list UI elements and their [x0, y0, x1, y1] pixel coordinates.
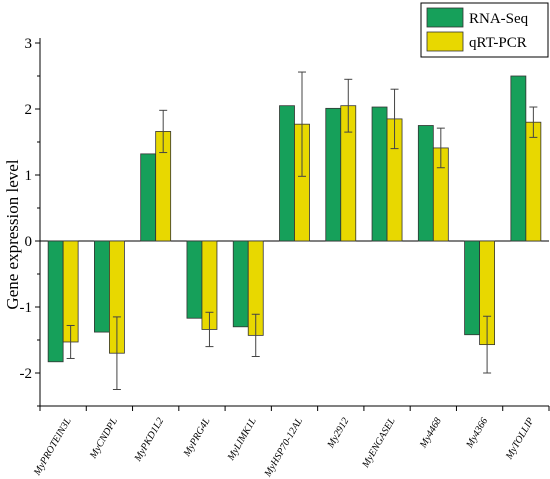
- legend-swatch: [426, 7, 464, 28]
- legend-label: RNA-Seq: [469, 11, 529, 27]
- x-tick-label: MyPKD1L2: [132, 416, 166, 464]
- x-tick-label: My4366: [464, 416, 490, 451]
- error-bars: [66, 71, 538, 390]
- bar-rna-seq: [94, 240, 110, 333]
- bar-rna-seq: [279, 105, 295, 242]
- y-tick-label: 3: [25, 36, 33, 52]
- bar-qrt-pcr: [525, 121, 542, 242]
- x-tick-label: MyTOLLIP: [503, 416, 536, 462]
- legend-label: qRT-PCR: [469, 35, 527, 51]
- x-tick-label: MyPROTEIN3L: [31, 416, 73, 479]
- bar-rna-seq: [47, 240, 64, 363]
- x-tick-label: My2912: [325, 416, 351, 451]
- y-tick-label: 0: [25, 234, 33, 250]
- bar-rna-seq: [371, 106, 388, 242]
- y-tick-label: 1: [25, 168, 33, 184]
- category-labels: MyPROTEIN3L MyCNDPL MyPKD1L2 MyPRG4L MyLIMK1…: [31, 416, 536, 479]
- bars: [47, 75, 542, 363]
- y-tick-label: -2: [20, 366, 33, 382]
- legend-swatch: [426, 31, 464, 52]
- x-tick-label: My4468: [417, 416, 443, 451]
- legend: RNA-Seq qRT-PCR: [420, 2, 549, 58]
- bar-rna-seq: [232, 240, 249, 328]
- bar-rna-seq: [325, 107, 342, 242]
- x-tick-label: MyENGASEL: [360, 416, 398, 471]
- bar-rna-seq: [417, 125, 434, 242]
- y-tick-label: -1: [20, 300, 33, 316]
- bar-rna-seq: [510, 75, 527, 242]
- bar-rna-seq: [464, 240, 480, 336]
- x-tick-label: MyLIMK1L: [225, 416, 259, 464]
- y-axis-label: Gene expression level: [3, 159, 22, 309]
- bar-rna-seq: [140, 153, 157, 242]
- x-tick-label: MyCNDPL: [87, 416, 120, 462]
- x-tick-label: MyPRG4L: [181, 416, 213, 460]
- y-tick-label: 2: [25, 102, 33, 118]
- x-tick-label: MyHSP70-12AL: [262, 416, 305, 479]
- bar-rna-seq: [186, 240, 203, 319]
